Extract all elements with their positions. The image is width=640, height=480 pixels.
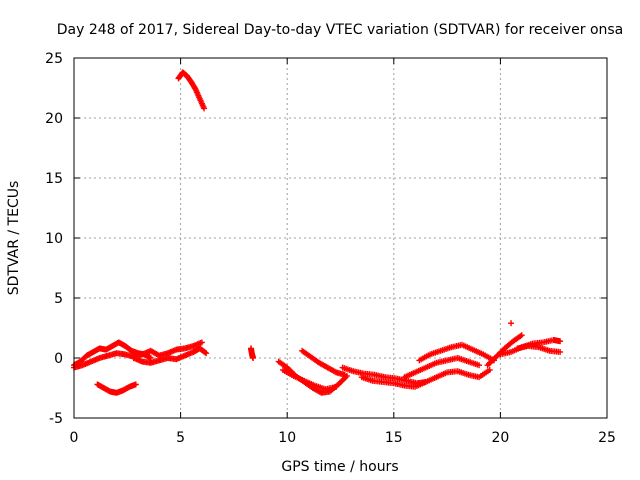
y-tick-label: 25	[45, 51, 63, 67]
data-point-arc-late-c	[476, 362, 483, 369]
grid	[74, 58, 607, 418]
data-point-arc-low	[132, 381, 139, 388]
x-axis-label: GPS time / hours	[281, 459, 398, 475]
data-point-arc-mid-b	[333, 383, 340, 390]
x-tick-label: 0	[70, 430, 79, 446]
x-tick-label: 20	[491, 430, 509, 446]
y-tick-label: 0	[54, 351, 63, 367]
data-point-arc-mid-c	[341, 371, 348, 378]
y-tick-label: 5	[54, 291, 63, 307]
y-tick-label: -5	[49, 411, 63, 427]
x-tick-label: 15	[385, 430, 403, 446]
y-tick-label: 10	[45, 231, 63, 247]
data-point-arc-late-f	[557, 338, 564, 345]
y-tick-label: 20	[45, 111, 63, 127]
y-axis-label: SDTVAR / TECUs	[6, 181, 22, 296]
data-point-arc-late-e	[518, 332, 525, 339]
data-point-arc-early-c-interp	[202, 349, 209, 356]
x-tick-label: 25	[598, 430, 616, 446]
axis-ticks: 0 5 10 15 20 25 -5 0 5 10 15 20 25	[45, 51, 616, 446]
data-points	[71, 69, 564, 396]
data-point-outlier	[508, 320, 515, 327]
data-point-arc-high	[201, 105, 208, 112]
data-point-arc-late-b	[486, 367, 493, 373]
data-point-arc-early-b	[198, 339, 205, 346]
x-tick-label: 5	[176, 430, 185, 446]
chart-title: Day 248 of 2017, Sidereal Day-to-day VTE…	[57, 22, 624, 38]
data-point-arc-early-c	[203, 350, 210, 357]
data-point-arc-isolated	[250, 355, 257, 361]
x-tick-label: 10	[278, 430, 296, 446]
data-point-arc-late-g	[557, 349, 564, 355]
y-tick-label: 15	[45, 171, 63, 187]
